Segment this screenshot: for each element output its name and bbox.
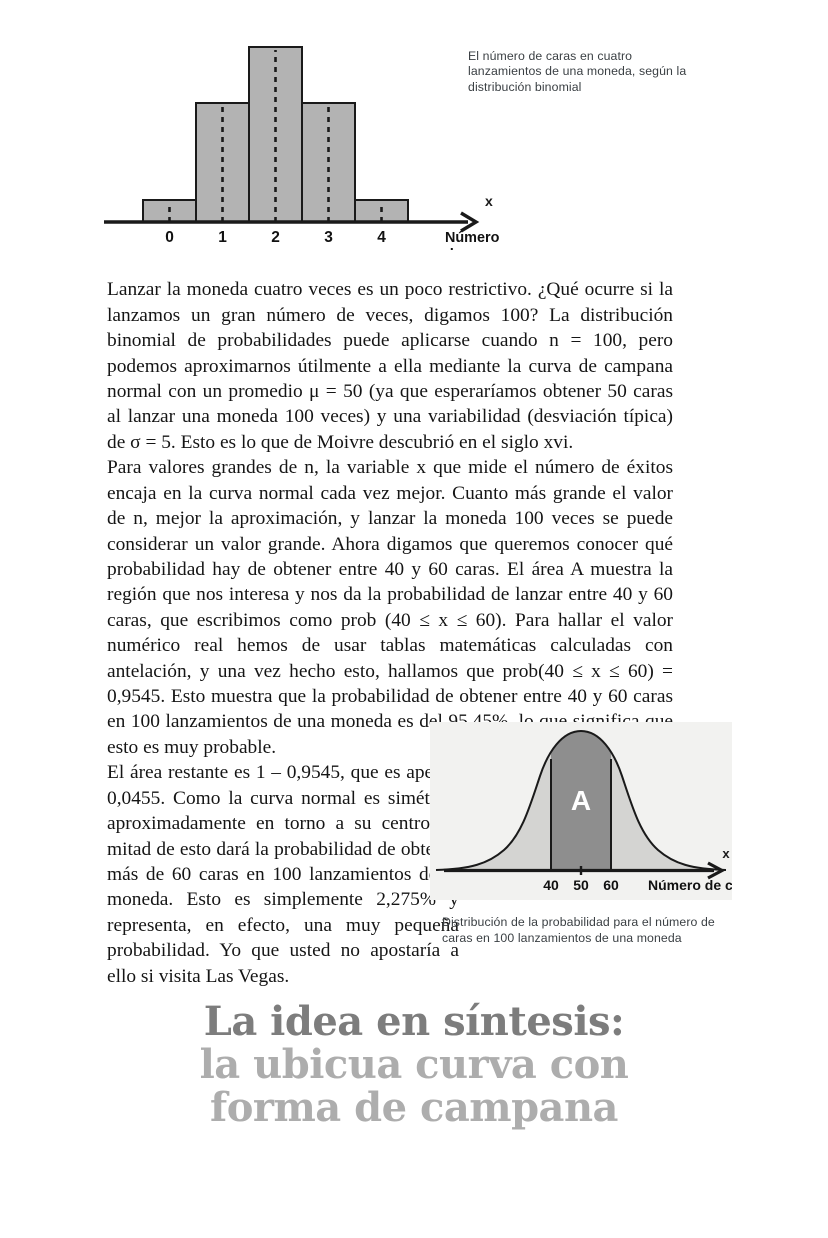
section-heading: La idea en síntesis: la ubicua curva con… (0, 1000, 828, 1130)
tick-label-3: 3 (324, 229, 333, 246)
tick-label-1: 1 (218, 229, 227, 246)
histogram-axis-title: Número de caras (445, 230, 503, 250)
tick-label-4: 4 (377, 229, 386, 246)
bell-curve-areas (435, 729, 727, 871)
bell-area-shaded-A (551, 731, 611, 870)
bell-tick-labels: 40 50 60 (543, 877, 619, 893)
paragraph-2: Para valores grandes de n, la variable x… (107, 457, 673, 758)
bell-area-right-tail (611, 752, 726, 870)
paragraph-3: El área restante es 1 – 0,9545, que es a… (107, 762, 459, 987)
bell-curve-caption: Distribución de la probabilidad para el … (442, 915, 715, 945)
heading-line-2: la ubicua curva con (199, 1041, 629, 1088)
bar-3 (301, 102, 356, 223)
tick-label-2: 2 (271, 229, 280, 246)
bell-axis-title: Número de caras (648, 877, 732, 893)
x-axis-arrowhead (460, 211, 480, 233)
bell-x-axis-arrowhead (707, 861, 726, 880)
histogram-axis-letter: x (485, 193, 493, 209)
bar-centre-dashed-lines (168, 50, 383, 222)
axis-title-line2: de caras (445, 247, 503, 250)
binomial-histogram-figure: x 0 1 2 3 4 Número de caras El número de… (104, 28, 704, 250)
histogram-caption: El número de caras en cuatro lanzamiento… (468, 49, 687, 94)
histogram-tick-labels: 0 1 2 3 4 (165, 229, 386, 246)
bell-area-left-tail (436, 752, 551, 870)
bell-tick-label-50: 50 (573, 877, 589, 893)
bell-tick-label-60: 60 (603, 877, 619, 893)
bell-curve-outline (435, 729, 727, 871)
axis-title-line1: Número (445, 230, 500, 246)
bell-tick-label-40: 40 (543, 877, 559, 893)
paragraph-1: Lanzar la moneda cuatro veces es un poco… (107, 279, 673, 453)
bar-1 (195, 102, 250, 223)
normal-curve-chart: A x 40 50 60 Número de caras (435, 729, 732, 893)
heading-line-3: forma de campana (210, 1084, 618, 1131)
tick-label-0: 0 (165, 229, 174, 246)
bar-2 (248, 46, 303, 223)
heading-line-1: La idea en síntesis: (203, 998, 625, 1045)
normal-curve-figure: A x 40 50 60 Número de caras Distribució… (430, 722, 732, 966)
histogram-bars (142, 46, 409, 223)
bell-axis-letter: x (722, 846, 730, 861)
area-label-A: A (571, 785, 591, 816)
binomial-histogram-chart: x 0 1 2 3 4 Número de caras (104, 46, 503, 250)
